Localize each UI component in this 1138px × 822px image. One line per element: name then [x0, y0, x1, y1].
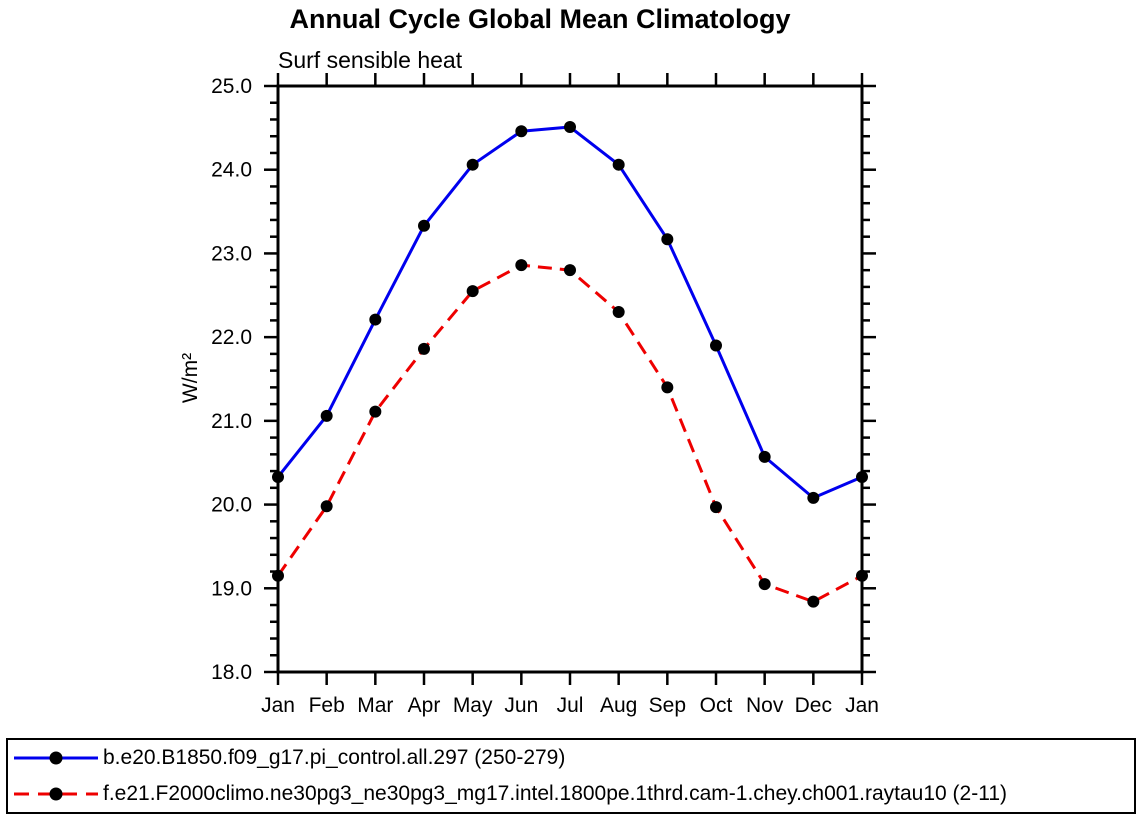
x-tick-labels: Jan Feb Mar Apr May Jun Jul Aug Sep Oct Nov Dec Jan [261, 694, 879, 717]
svg-text:Nov: Nov [746, 694, 784, 717]
svg-text:21.0: 21.0 [211, 410, 252, 433]
svg-text:18.0: 18.0 [211, 661, 252, 684]
legend-swatch-dashed-line-icon [14, 787, 98, 801]
svg-text:20.0: 20.0 [211, 494, 252, 517]
svg-text:Apr: Apr [408, 694, 441, 717]
y-tick-labels: 18.0 19.0 20.0 21.0 22.0 23.0 24.0 25.0 [211, 75, 252, 684]
series-markers-1 [272, 259, 868, 608]
legend-item-series-0: b.e20.B1850.f09_g17.pi_control.all.297 (… [12, 740, 1134, 776]
series-line-0 [276, 125, 863, 500]
svg-text:May: May [453, 694, 493, 717]
legend-swatch-solid-line-icon [14, 751, 98, 765]
plot-area: 18.0 19.0 20.0 21.0 22.0 23.0 24.0 25.0 Jan Feb Ma… [211, 73, 879, 717]
svg-text:Aug: Aug [600, 694, 637, 717]
legend-label-series-1: f.e21.F2000climo.ne30pg3_ne30pg3_mg17.in… [103, 782, 1008, 805]
legend: b.e20.B1850.f09_g17.pi_control.all.297 (… [6, 738, 1136, 814]
chart-subtitle: Surf sensible heat [278, 47, 463, 73]
svg-text:Jan: Jan [845, 694, 879, 717]
series-line-1 [276, 263, 863, 604]
svg-text:Oct: Oct [700, 694, 733, 717]
legend-item-series-1: f.e21.F2000climo.ne30pg3_ne30pg3_mg17.in… [12, 776, 1134, 812]
svg-text:Dec: Dec [795, 694, 832, 717]
svg-text:Jun: Jun [504, 694, 538, 717]
svg-text:Mar: Mar [357, 694, 393, 717]
svg-text:Jul: Jul [557, 694, 584, 717]
chart-title: Annual Cycle Global Mean Climatology [289, 4, 791, 34]
svg-text:22.0: 22.0 [211, 326, 252, 349]
plot-frame [276, 84, 864, 674]
axis-ticks [264, 73, 876, 685]
svg-text:Jan: Jan [261, 694, 295, 717]
legend-label-series-0: b.e20.B1850.f09_g17.pi_control.all.297 (… [103, 746, 566, 769]
svg-text:24.0: 24.0 [211, 159, 252, 182]
svg-text:25.0: 25.0 [211, 75, 252, 98]
svg-text:19.0: 19.0 [211, 577, 252, 600]
series-markers-0 [272, 121, 868, 504]
svg-text:Sep: Sep [649, 694, 686, 717]
svg-text:23.0: 23.0 [211, 242, 252, 265]
svg-text:Feb: Feb [309, 694, 345, 717]
